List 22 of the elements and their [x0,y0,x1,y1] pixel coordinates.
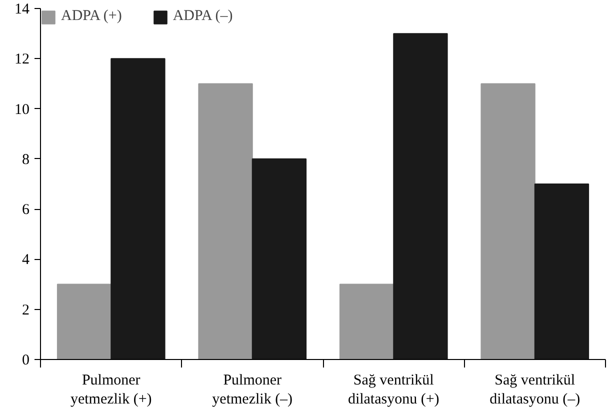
y-tick-label: 12 [14,52,30,68]
y-tick-label: 14 [14,2,30,18]
x-tick-label: Pulmoner yetmezlik (–) [212,372,293,408]
x-tick-label: Pulmoner yetmezlik (+) [70,372,152,408]
legend-label: ADPA (+) [61,8,122,25]
y-tick-label: 10 [14,102,30,118]
bar [534,184,590,360]
bar [339,284,394,360]
bar [393,33,448,360]
y-tick-label: 4 [22,252,30,268]
x-tick-label: Sağ ventrikül dilatasyonu (+) [348,372,440,408]
bar [56,284,112,360]
y-tick-label: 0 [22,352,30,368]
bar [480,83,536,360]
bar [110,58,166,360]
y-tick-label: 2 [22,302,30,318]
legend-label: ADPA (–) [172,8,233,25]
x-tick-label: Sağ ventrikül dilatasyonu (–) [490,372,580,408]
y-tick-label: 6 [22,202,30,218]
bar [198,83,253,360]
bar [252,158,307,360]
y-tick-label: 8 [22,152,30,168]
